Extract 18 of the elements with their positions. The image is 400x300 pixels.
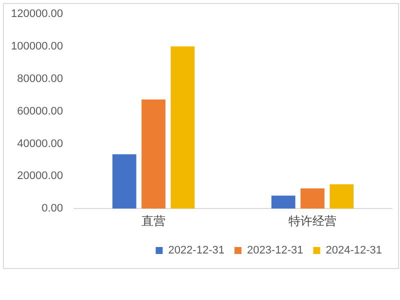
bar xyxy=(330,184,354,209)
bar xyxy=(142,99,166,209)
bar xyxy=(170,46,195,209)
x-tick-label: 直营 xyxy=(142,214,166,228)
legend-label: 2024-12-31 xyxy=(326,244,382,257)
y-tick-label: 40000.00 xyxy=(17,138,63,150)
legend-label: 2022-12-31 xyxy=(168,244,224,257)
y-tick-label: 100000.00 xyxy=(11,40,63,52)
y-tick-label: 80000.00 xyxy=(17,72,63,85)
y-tick-label: 120000.00 xyxy=(11,8,63,20)
bar xyxy=(300,188,324,209)
y-tick-label: 20000.00 xyxy=(17,170,63,182)
y-tick-label: 0.00 xyxy=(42,202,63,215)
y-tick-label: 60000.00 xyxy=(17,105,63,118)
legend-label: 2023-12-31 xyxy=(246,244,304,257)
bar xyxy=(271,196,296,209)
bar xyxy=(112,154,136,209)
x-tick-label: 特许经营 xyxy=(288,214,336,228)
